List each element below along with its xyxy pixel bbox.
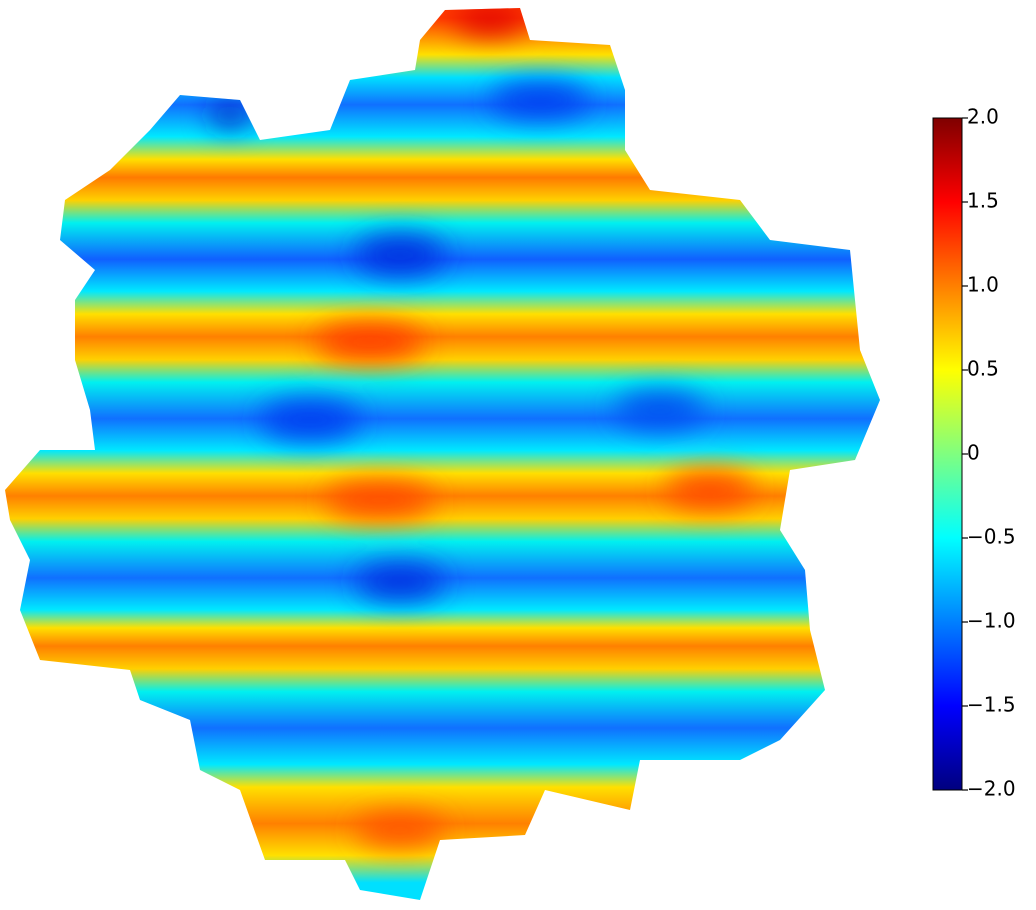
colorbar-tick-label: 2.0 [967, 105, 999, 129]
colorbar-tick-label: 0.5 [967, 357, 999, 381]
field-stripes [5, 8, 880, 900]
colorbar-tick-label: −1.5 [967, 693, 1016, 717]
colorbar-tick-label: 1.0 [967, 273, 999, 297]
field [5, 8, 880, 900]
colorbar-tick-label: −0.5 [967, 525, 1016, 549]
colorbar: 2.0 1.5 1.0 0.5 0 −0.5 −1.0 −1.5 −2.0 [932, 105, 1016, 801]
colorbar-scale [932, 117, 963, 791]
colorbar-tick-label: −2.0 [967, 777, 1016, 801]
colorbar-tick-label: 0 [967, 441, 980, 465]
colorbar-tick-label: −1.0 [967, 609, 1016, 633]
field-spots [210, 8, 755, 846]
colorbar-tick-label: 1.5 [967, 189, 999, 213]
